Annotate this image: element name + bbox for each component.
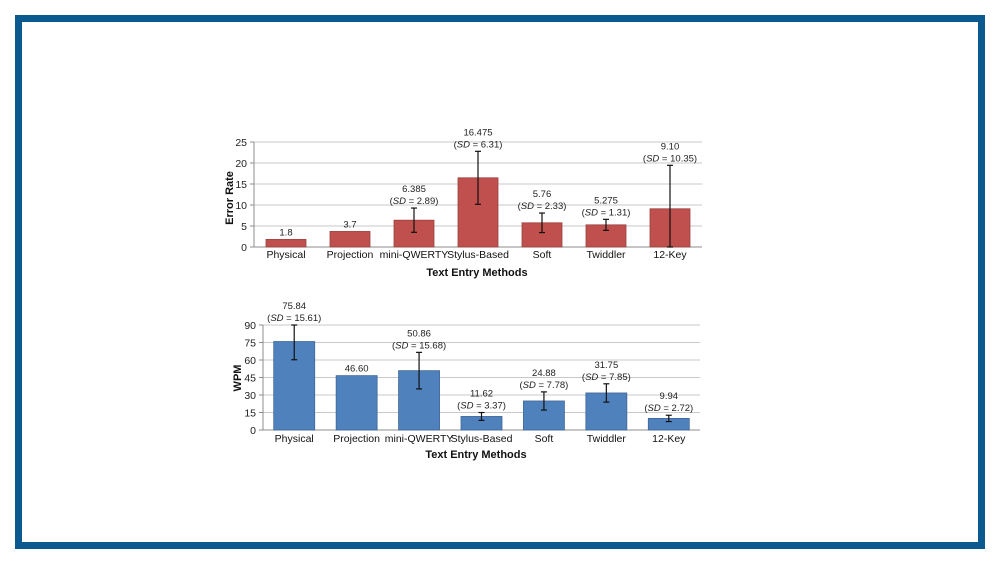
chart1-ylabel: Error Rate <box>224 171 236 225</box>
value-label: 50.86 <box>407 328 431 339</box>
x-tick-label: Soft <box>533 249 552 261</box>
x-tick-label: Projection <box>327 249 374 261</box>
wpm-chart: Text Entry Methods WPM 0 15 30 45 60 75 90 Phys… <box>232 301 700 461</box>
value-label: 11.62 <box>470 389 493 400</box>
y-tick-label: 20 <box>235 158 247 170</box>
x-tick-label: Soft <box>535 433 554 445</box>
x-tick-label: Twiddler <box>587 433 627 445</box>
y-tick-label: 30 <box>244 390 256 402</box>
chart2-xlabel: Text Entry Methods <box>425 449 526 461</box>
x-tick-label: Stylus-Based <box>451 433 513 445</box>
bar <box>457 177 499 248</box>
sd-label: (SD = 6.31) <box>454 139 503 150</box>
value-label: 5.76 <box>533 189 552 200</box>
y-tick-label: 60 <box>244 355 256 367</box>
y-tick-label: 5 <box>241 221 247 233</box>
bar <box>393 219 435 248</box>
sd-label: (SD = 15.61) <box>267 313 321 324</box>
sd-label: (SD = 10.35) <box>643 153 697 164</box>
sd-label: (SD = 7.78) <box>519 380 568 391</box>
value-label: 6.385 <box>402 184 426 195</box>
bar <box>329 231 371 248</box>
x-tick-label: Stylus-Based <box>447 249 509 261</box>
y-tick-label: 15 <box>235 179 247 191</box>
value-label: 3.7 <box>343 219 356 230</box>
y-tick-label: 45 <box>244 373 256 385</box>
sd-label: (SD = 2.72) <box>644 403 693 414</box>
value-label: 1.8 <box>279 227 292 238</box>
value-label: 31.75 <box>594 360 618 371</box>
y-tick-label: 25 <box>235 137 247 149</box>
x-tick-label: Physical <box>266 249 305 261</box>
sd-label: (SD = 7.85) <box>582 372 631 383</box>
error-rate-chart: Text Entry Methods Error Rate 0 5 10 15 20 25… <box>224 127 702 279</box>
value-label: 9.10 <box>661 141 680 152</box>
x-tick-label: 12-Key <box>652 433 686 445</box>
value-label: 5.275 <box>594 195 618 206</box>
x-tick-label: 12-Key <box>653 249 687 261</box>
x-tick-label: mini-QWERTY <box>385 433 454 445</box>
x-tick-label: Twiddler <box>586 249 626 261</box>
slide-frame <box>15 15 985 549</box>
value-label: 46.60 <box>345 364 369 375</box>
x-tick-label: mini-QWERTY <box>380 249 449 261</box>
y-tick-label: 0 <box>250 425 256 437</box>
sd-label: (SD = 15.68) <box>392 340 446 351</box>
y-tick-label: 75 <box>244 338 256 350</box>
y-tick-label: 15 <box>244 408 256 420</box>
sd-label: (SD = 1.31) <box>582 207 631 218</box>
x-tick-label: Projection <box>333 433 380 445</box>
value-label: 9.94 <box>660 391 679 402</box>
chart2-ylabel: WPM <box>232 365 244 392</box>
value-label: 24.88 <box>532 368 556 379</box>
sd-label: (SD = 2.33) <box>518 201 567 212</box>
value-label: 75.84 <box>282 301 306 312</box>
y-tick-label: 90 <box>244 320 256 332</box>
sd-label: (SD = 2.89) <box>390 196 439 207</box>
x-tick-label: Physical <box>275 433 314 445</box>
y-tick-label: 0 <box>241 242 247 254</box>
sd-label: (SD = 3.37) <box>457 401 506 412</box>
bar <box>265 239 307 248</box>
chart1-xlabel: Text Entry Methods <box>426 267 527 279</box>
value-label: 16.475 <box>463 127 492 138</box>
bar <box>335 375 378 431</box>
y-tick-label: 10 <box>235 200 247 212</box>
